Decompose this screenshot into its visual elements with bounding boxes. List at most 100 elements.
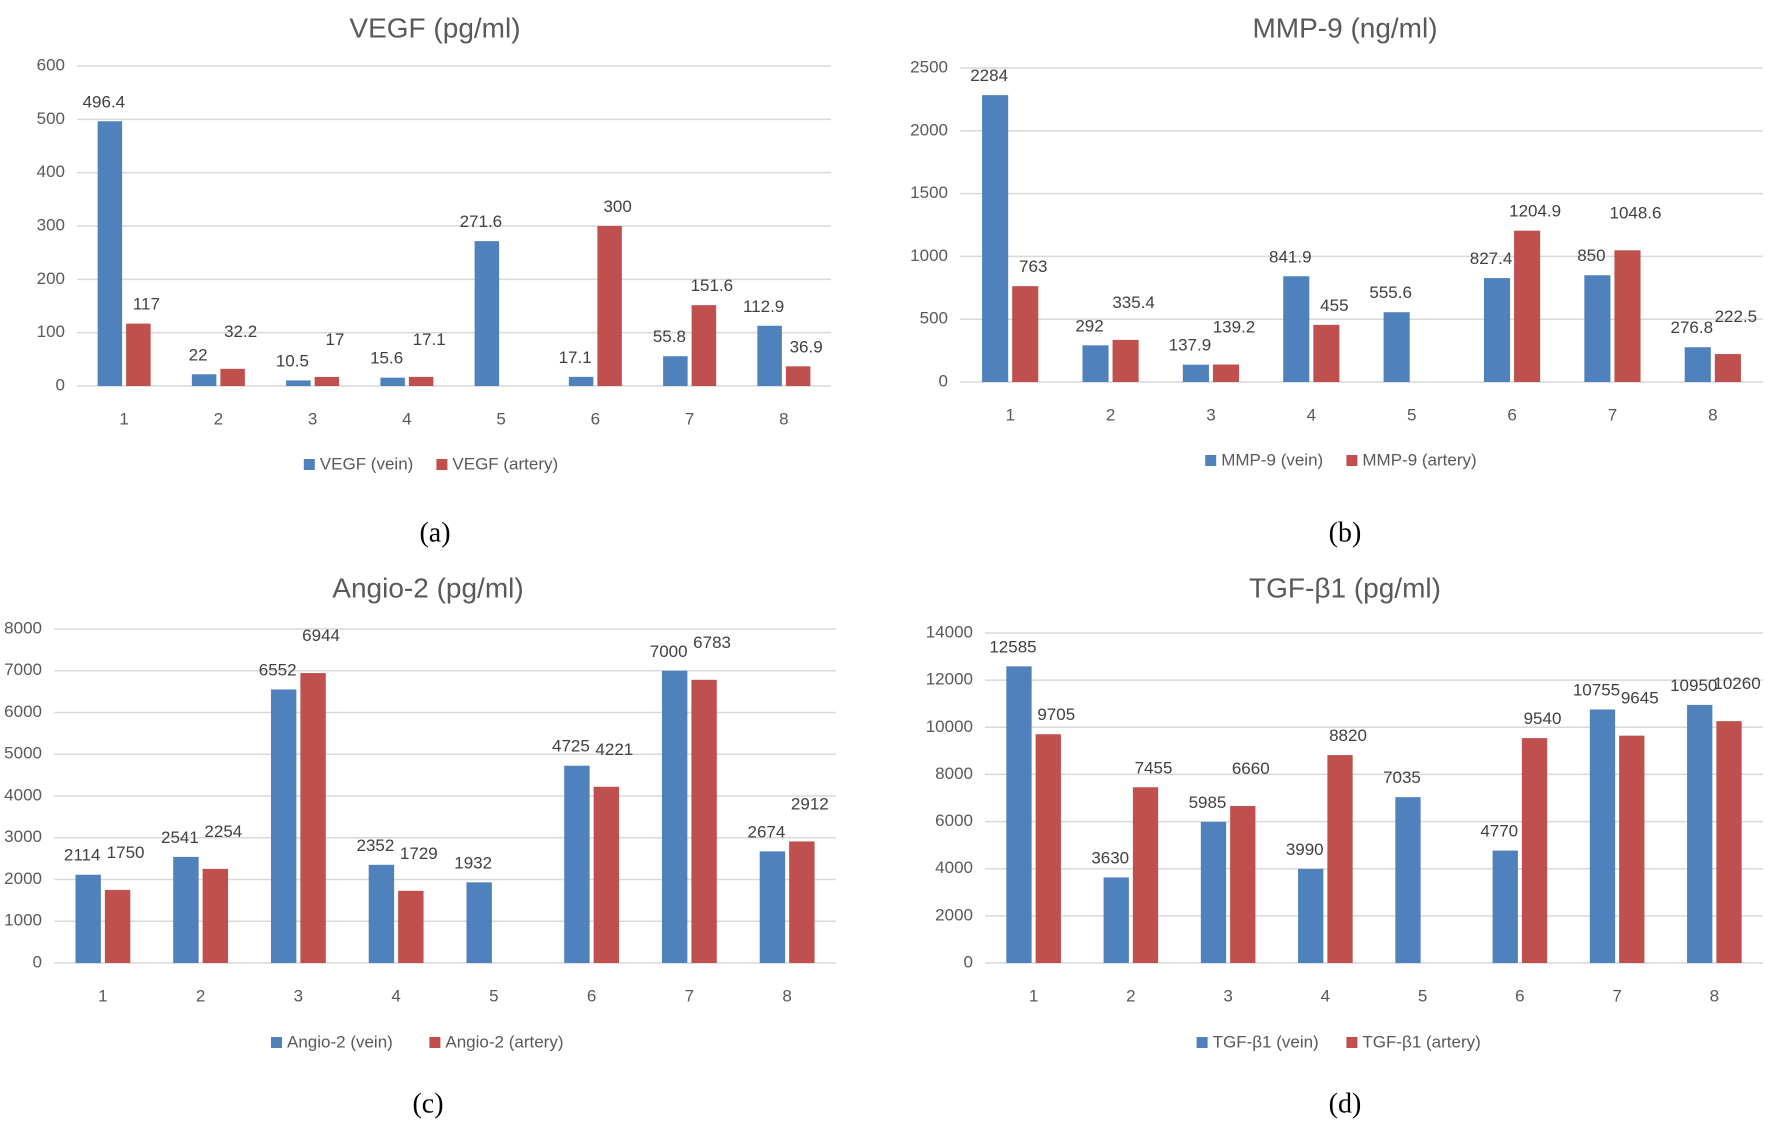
bar-artery — [314, 376, 340, 386]
y-tick-label: 4000 — [4, 785, 42, 804]
bar-artery — [691, 679, 717, 963]
x-tick-label: 8 — [779, 409, 788, 428]
y-tick-label: 400 — [37, 162, 65, 181]
panel-label: (c) — [412, 1088, 443, 1119]
x-tick-label: 5 — [1418, 986, 1427, 1005]
bar-vein — [568, 376, 594, 386]
x-tick-label: 4 — [1307, 405, 1316, 424]
y-tick-label: 600 — [37, 55, 65, 74]
data-label: 2254 — [204, 822, 242, 841]
data-label: 9645 — [1621, 689, 1659, 708]
data-label: 2912 — [791, 794, 829, 813]
legend: VEGF (vein) VEGF (artery) — [303, 454, 558, 473]
bar-artery — [300, 673, 326, 963]
bar-vein — [466, 882, 492, 963]
data-label: 1750 — [107, 843, 145, 862]
data-label: 763 — [1019, 257, 1047, 276]
data-label: 9705 — [1037, 705, 1075, 724]
bar-vein — [270, 689, 297, 963]
x-tick-label: 2 — [214, 409, 223, 428]
chart-title: VEGF (pg/ml) — [349, 12, 520, 43]
x-tick-label: 6 — [1515, 986, 1524, 1005]
legend-label: TGF-β1 (artery) — [1362, 1032, 1480, 1051]
data-label: 17.1 — [559, 348, 592, 367]
bar-artery — [398, 890, 424, 963]
data-label: 2114 — [64, 846, 101, 865]
panel-label: (b) — [1329, 517, 1362, 548]
x-tick-label: 1 — [1029, 986, 1038, 1005]
data-label: 276.8 — [1670, 318, 1713, 337]
legend-swatch-vein — [303, 459, 315, 470]
data-label: 4770 — [1480, 822, 1518, 841]
x-tick-label: 5 — [489, 986, 498, 1005]
bar-vein — [286, 380, 311, 386]
data-label: 292 — [1075, 316, 1103, 335]
bar-vein — [1298, 868, 1324, 963]
data-label: 2541 — [161, 828, 199, 847]
x-tick-label: 7 — [1612, 986, 1621, 1005]
x-tick-label: 7 — [1608, 405, 1617, 424]
x-tick-label: 8 — [1710, 986, 1719, 1005]
bar-artery — [202, 868, 229, 963]
y-tick-label: 1000 — [910, 246, 948, 265]
data-label: 1204.9 — [1509, 202, 1561, 221]
data-label: 3630 — [1091, 848, 1129, 867]
x-tick-label: 4 — [391, 986, 400, 1005]
x-tick-label: 6 — [1507, 405, 1516, 424]
x-tick-label: 7 — [685, 409, 694, 428]
chart-panel-a: VEGF (pg/ml) 0 100 200 300 400 500 600 1 496.4 117… — [37, 12, 831, 548]
data-label: 117 — [133, 295, 160, 314]
legend-swatch-vein — [1196, 1037, 1208, 1048]
y-tick-label: 2000 — [935, 905, 973, 924]
data-label: 112.9 — [743, 297, 784, 316]
x-tick-label: 5 — [496, 409, 505, 428]
bar-artery — [126, 323, 151, 386]
y-tick-label: 0 — [56, 375, 65, 394]
bar-artery — [789, 841, 815, 963]
y-tick-label: 500 — [920, 309, 948, 328]
x-tick-label: 8 — [782, 986, 791, 1005]
data-label: 151.6 — [691, 276, 734, 295]
bar-vein — [663, 356, 688, 386]
legend-swatch-vein — [271, 1037, 282, 1048]
y-tick-label: 2000 — [910, 120, 948, 139]
y-tick-label: 2500 — [910, 57, 948, 76]
legend-swatch-artery — [429, 1037, 441, 1048]
legend-label: Angio-2 (vein) — [287, 1032, 393, 1051]
y-tick-label: 6000 — [935, 811, 973, 830]
bar-artery — [1212, 364, 1240, 382]
bar-artery — [1327, 755, 1353, 963]
bar-vein — [1200, 821, 1227, 963]
data-label: 2284 — [970, 66, 1008, 85]
bar-vein — [757, 325, 782, 386]
bar-vein — [368, 864, 395, 963]
data-label: 5985 — [1189, 793, 1227, 812]
data-label: 10950 — [1670, 676, 1717, 695]
bar-vein — [1182, 364, 1209, 382]
panel-label: (a) — [419, 517, 450, 548]
x-tick-label: 5 — [1407, 405, 1416, 424]
bar-vein — [564, 765, 590, 963]
bar-artery — [1521, 738, 1548, 963]
data-label: 4725 — [552, 737, 590, 756]
bar-vein — [1687, 704, 1713, 963]
legend-swatch-artery — [436, 459, 448, 470]
data-label: 335.4 — [1112, 293, 1155, 312]
data-label: 1932 — [454, 853, 492, 872]
bar-vein — [661, 670, 688, 963]
legend-label: Angio-2 (artery) — [445, 1032, 563, 1051]
x-tick-label: 7 — [685, 986, 694, 1005]
panel-label: (d) — [1329, 1088, 1362, 1119]
data-label: 4221 — [595, 740, 633, 759]
data-label: 3990 — [1286, 840, 1324, 859]
data-label: 32.2 — [224, 322, 257, 341]
data-label: 222.5 — [1715, 307, 1758, 326]
y-tick-label: 0 — [939, 371, 948, 390]
bar-artery — [1313, 324, 1340, 382]
data-label: 850 — [1577, 246, 1605, 265]
data-label: 36.9 — [790, 337, 823, 356]
bar-artery — [408, 376, 434, 386]
y-tick-label: 300 — [37, 215, 65, 234]
data-label: 8820 — [1329, 726, 1367, 745]
bar-artery — [691, 305, 717, 386]
